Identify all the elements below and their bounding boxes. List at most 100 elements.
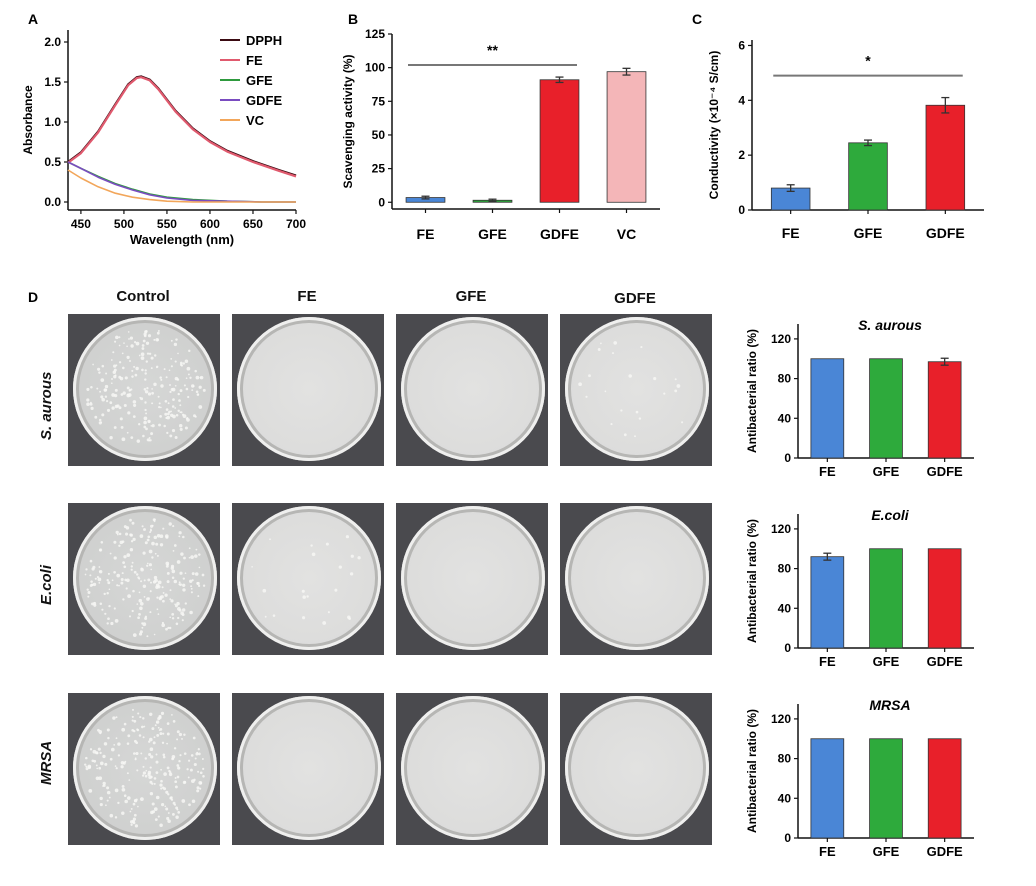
colony — [150, 367, 153, 370]
bar-gfe — [869, 358, 903, 459]
colony — [133, 365, 136, 368]
colony — [146, 438, 150, 442]
colony — [349, 572, 354, 576]
colony — [151, 402, 154, 405]
colony — [138, 598, 143, 603]
colony — [138, 354, 141, 357]
colony — [132, 589, 135, 593]
colony — [148, 549, 153, 554]
colony — [676, 384, 681, 388]
colony — [106, 786, 110, 790]
colony — [121, 811, 125, 815]
colony — [85, 767, 89, 771]
colony — [327, 611, 330, 614]
colony — [126, 431, 129, 434]
x-tick-label: GFE — [873, 464, 900, 479]
colony — [142, 736, 145, 739]
colony — [179, 404, 182, 407]
colony — [98, 371, 101, 374]
colony — [161, 741, 165, 744]
colony — [148, 437, 151, 439]
colony — [588, 374, 591, 378]
chart-title: S. aurous — [858, 317, 922, 333]
colony — [194, 369, 197, 373]
colony — [130, 807, 133, 810]
colony — [145, 769, 148, 772]
colony — [195, 375, 200, 380]
colony — [118, 584, 120, 587]
colony — [133, 739, 137, 743]
colony — [357, 556, 361, 560]
colony — [149, 737, 153, 742]
colony — [155, 338, 159, 342]
colony — [89, 574, 92, 577]
colony — [139, 396, 142, 399]
colony — [184, 572, 187, 575]
colony — [142, 765, 145, 768]
colony — [122, 366, 125, 370]
colony — [195, 548, 198, 551]
colony — [165, 416, 168, 420]
colony — [199, 787, 202, 790]
x-tick-label: 600 — [200, 217, 220, 231]
colony — [125, 587, 128, 590]
petri-dish — [401, 506, 545, 650]
colony — [149, 747, 154, 751]
y-tick-label: 40 — [778, 411, 792, 425]
colony — [142, 771, 147, 775]
colony — [153, 382, 157, 387]
colony — [178, 535, 181, 538]
colony — [100, 541, 104, 544]
colony — [199, 782, 203, 785]
colony — [135, 573, 139, 576]
colony — [129, 548, 134, 552]
colony — [159, 783, 163, 787]
colony — [145, 360, 148, 363]
colony — [153, 736, 156, 739]
colony-layer — [565, 506, 709, 650]
colony — [147, 392, 152, 396]
colony — [597, 348, 601, 351]
colony — [119, 540, 124, 545]
y-tick-label: 0 — [784, 831, 791, 845]
x-axis-label: Wavelength (nm) — [130, 232, 234, 247]
colony — [178, 608, 182, 612]
colony — [170, 798, 174, 801]
colony — [144, 615, 148, 618]
colony — [192, 385, 195, 388]
y-axis-label: Absorbance — [21, 85, 35, 155]
colony — [681, 421, 684, 424]
colony — [172, 720, 176, 723]
colony — [196, 581, 200, 586]
colony — [109, 436, 113, 440]
colony — [162, 527, 165, 530]
colony — [154, 818, 158, 821]
colony — [132, 400, 137, 404]
petri-dish — [237, 506, 381, 650]
colony — [177, 766, 181, 770]
colony — [88, 789, 93, 793]
colony — [147, 772, 151, 777]
colony — [302, 616, 306, 620]
colony — [115, 335, 119, 340]
x-tick-label: GDFE — [927, 654, 963, 669]
colony — [142, 339, 146, 343]
colony — [138, 734, 142, 737]
colony — [153, 782, 156, 785]
y-tick-label: 75 — [372, 94, 386, 108]
colony — [151, 391, 154, 395]
colony — [137, 805, 139, 808]
colony — [89, 401, 92, 404]
x-tick-label: 700 — [286, 217, 306, 231]
colony — [130, 540, 134, 543]
colony — [179, 411, 182, 414]
colony — [144, 401, 147, 404]
colony — [143, 725, 146, 728]
bar-gfe — [869, 738, 903, 839]
colony — [153, 520, 156, 523]
petri-dish — [73, 696, 217, 840]
colony — [99, 761, 104, 766]
colony — [148, 420, 151, 423]
colony — [640, 346, 643, 349]
colony — [149, 528, 152, 531]
